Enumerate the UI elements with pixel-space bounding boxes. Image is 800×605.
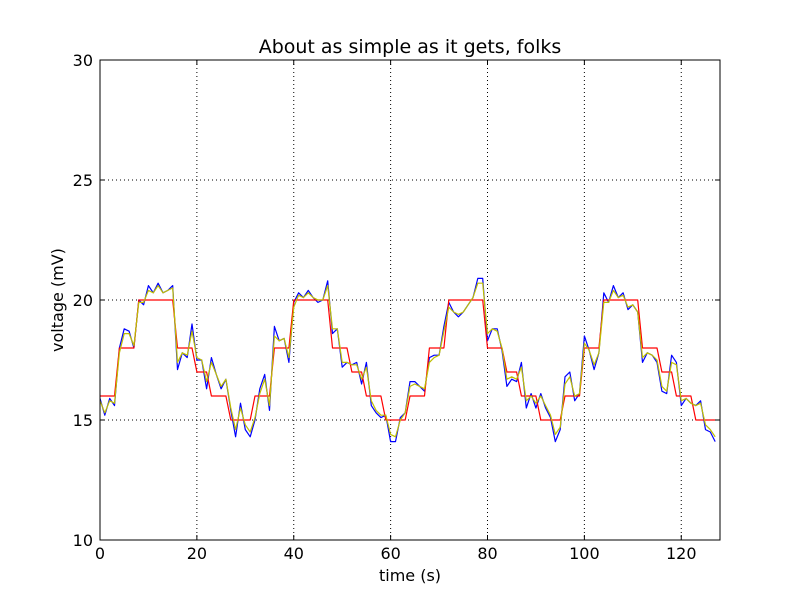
x-tick-label: 60 [380,544,400,563]
y-tick-label: 20 [73,291,93,310]
y-tick-label: 15 [73,411,93,430]
axis-ticks: 0 20 40 60 80 100 120 10 15 20 25 30 [73,51,720,563]
x-tick-label: 80 [477,544,497,563]
y-tick-label: 30 [73,51,93,70]
x-tick-label: 120 [666,544,697,563]
y-tick-label: 10 [73,531,93,550]
x-tick-label: 100 [569,544,600,563]
y-axis-label: voltage (mV) [48,248,67,352]
series-line-3 [100,282,716,438]
series-line-2 [100,299,716,421]
series-group [100,277,716,443]
x-tick-label: 20 [187,544,207,563]
chart-title: About as simple as it gets, folks [259,36,562,58]
y-tick-label: 25 [73,171,93,190]
x-tick-label: 0 [95,544,105,563]
x-axis-label: time (s) [379,566,441,585]
x-tick-label: 40 [284,544,304,563]
